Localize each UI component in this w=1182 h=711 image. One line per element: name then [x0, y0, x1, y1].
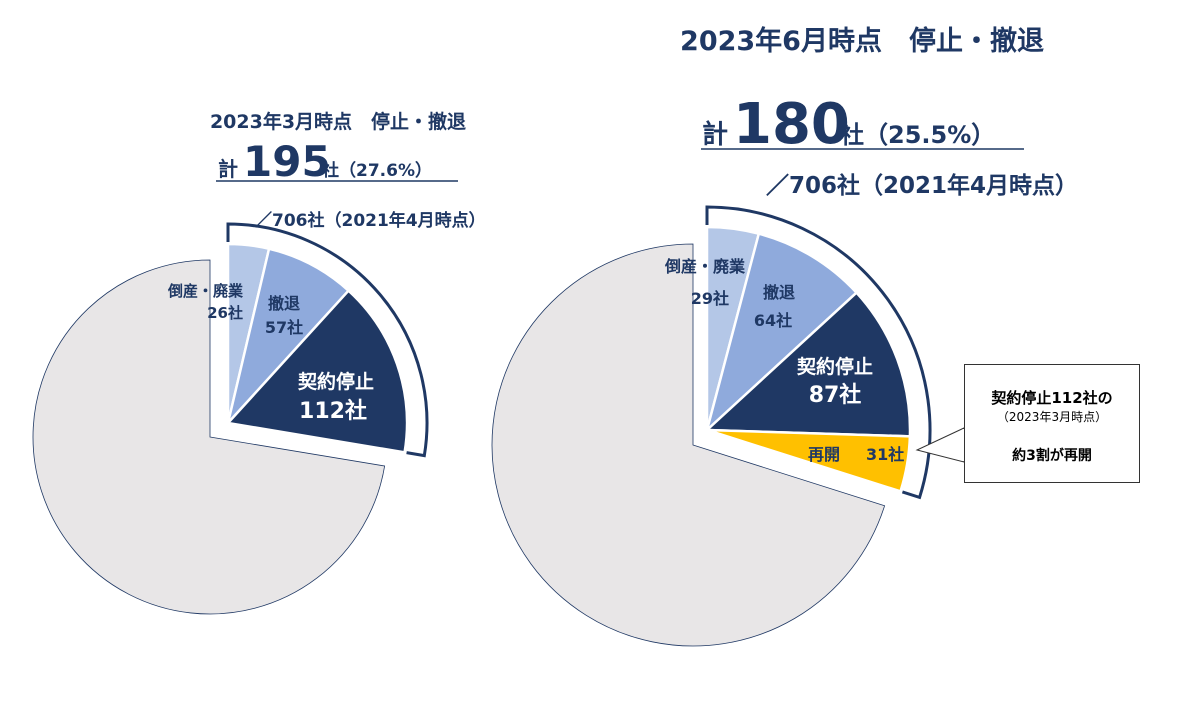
- left-total-number: 195: [243, 137, 331, 186]
- left-pie-label-withdrawal-name: 撤退: [268, 294, 300, 313]
- left-pie-bracket: [226, 222, 429, 458]
- right-pie-label-suspension-name: 契約停止: [796, 355, 873, 378]
- right-pie-slice-resumed: [706, 428, 912, 493]
- left-total-suffix: 社（27.6%）: [321, 160, 432, 181]
- right-pie-label-resumed-value: 31社: [866, 445, 904, 464]
- right-total-suffix: 社（25.5%）: [840, 121, 995, 149]
- right-pie-label-suspension-value: 87社: [809, 382, 862, 408]
- right-total-number: 180: [733, 92, 850, 157]
- callout-line-2: （2023年3月時点）: [996, 410, 1108, 424]
- right-pie-slice-suspension: [703, 290, 912, 438]
- callout-pointer: [915, 427, 965, 463]
- right-pie-label-bankruptcy-value: 29社: [691, 289, 729, 308]
- right-pie-label-withdrawal-name: 撤退: [763, 283, 795, 302]
- callout-box: 契約停止112社の （2023年3月時点） 約3割が再開: [964, 364, 1140, 483]
- right-pie-slice-remaining: [491, 243, 886, 647]
- callout-line-3: 約3割が再開: [1012, 448, 1092, 464]
- left-pie-label-suspension-value: 112社: [299, 398, 367, 424]
- left-pie-slice-suspension: [225, 288, 409, 454]
- left-total-prefix: 計: [218, 157, 238, 181]
- right-pie-label-bankruptcy-name: 倒産・廃業: [664, 257, 746, 276]
- right-pie-label-resumed-name: 再開: [808, 445, 840, 464]
- left-pie-slice-withdrawal: [225, 247, 351, 428]
- right-title: 2023年6月時点 停止・撤退: [680, 25, 1044, 57]
- left-pie-label-bankruptcy-name: 倒産・廃業: [167, 282, 244, 300]
- left-pie-label-suspension-name: 契約停止: [297, 370, 374, 393]
- left-title: 2023年3月時点 停止・撤退: [210, 110, 466, 133]
- left-pie-label-withdrawal-value: 57社: [265, 318, 303, 337]
- callout-line-1: 契約停止112社の: [991, 389, 1113, 407]
- right-pie-slice-withdrawal: [704, 232, 859, 434]
- left-pie-label-bankruptcy-value: 26社: [207, 304, 243, 322]
- right-base: ／706社（2021年4月時点）: [766, 172, 1078, 199]
- left-pie-slice-remaining: [32, 259, 386, 615]
- right-total-prefix: 計: [702, 119, 728, 150]
- left-base: ／706社（2021年4月時点）: [255, 210, 486, 231]
- right-pie-label-withdrawal-value: 64社: [754, 311, 792, 330]
